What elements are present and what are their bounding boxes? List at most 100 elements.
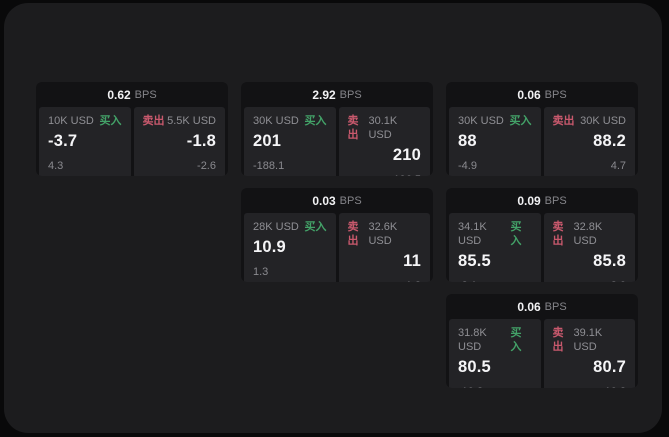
sell-delta: -2.6 xyxy=(197,160,216,172)
buy-tag: 买入 xyxy=(510,221,522,247)
card-body: 30K USD 买入 88 -4.9 卖出 30K USD 88.2 4.7 xyxy=(446,107,638,176)
bps-unit-label: BPS xyxy=(339,88,362,101)
buy-delta: -3.1 xyxy=(458,279,532,282)
buy-amount: 30K USD xyxy=(458,115,504,127)
sell-cell-top: 卖出 32.8K USD xyxy=(553,220,627,248)
card-body: 30K USD 买入 201 -188.1 卖出 30.1K USD 210 1… xyxy=(241,107,433,176)
buy-amount: 30K USD xyxy=(253,115,299,127)
buy-delta: -4.9 xyxy=(458,160,477,172)
card-body: 10K USD 买入 -3.7 4.3 卖出 5.5K USD -1.8 -2.… xyxy=(36,107,228,176)
quote-card: 0.62 BPS 10K USD 买入 -3.7 4.3 卖出 5.5K USD… xyxy=(36,82,228,176)
quote-card: 0.06 BPS 31.8K USD 买入 80.5 -10.8 卖出 39.1… xyxy=(446,294,638,388)
sell-cell[interactable]: 卖出 32.6K USD 11 -1.8 xyxy=(338,213,430,282)
buy-cell-top: 28K USD 买入 xyxy=(253,220,327,234)
card-header: 0.03 BPS xyxy=(241,188,433,213)
sell-amount: 30K USD xyxy=(580,115,626,127)
buy-cell-top: 10K USD 买入 xyxy=(48,114,122,128)
card-header: 0.06 BPS xyxy=(446,294,638,319)
buy-price: 88 xyxy=(458,132,477,150)
buy-tag: 买入 xyxy=(510,327,522,353)
sell-delta: 3.0 xyxy=(553,279,626,282)
bps-unit-label: BPS xyxy=(339,194,362,207)
app-window: 0.62 BPS 10K USD 买入 -3.7 4.3 卖出 5.5K USD… xyxy=(4,3,662,433)
buy-price: 201 xyxy=(253,132,282,150)
buy-cell-top: 34.1K USD 买入 xyxy=(458,220,532,248)
buy-cell[interactable]: 28K USD 买入 10.9 1.3 xyxy=(244,213,336,282)
sell-amount: 30.1K USD xyxy=(368,115,398,141)
sell-cell[interactable]: 卖出 30K USD 88.2 4.7 xyxy=(543,107,635,176)
sell-tag: 卖出 xyxy=(552,327,564,353)
buy-price: -3.7 xyxy=(48,132,78,150)
buy-delta: -188.1 xyxy=(253,160,285,172)
buy-cell[interactable]: 10K USD 买入 -3.7 4.3 xyxy=(39,107,131,176)
sell-delta: 4.7 xyxy=(610,160,626,172)
card-body: 34.1K USD 买入 85.5 -3.1 卖出 32.8K USD 85.8… xyxy=(446,213,638,282)
sell-cell[interactable]: 卖出 30.1K USD 210 196.5 xyxy=(338,107,430,176)
buy-delta: -10.8 xyxy=(458,385,532,388)
buy-amount: 34.1K USD xyxy=(458,221,487,247)
buy-cell[interactable]: 34.1K USD 买入 85.5 -3.1 xyxy=(449,213,541,282)
card-header: 0.62 BPS xyxy=(36,82,228,107)
sell-delta: 10.2 xyxy=(553,385,626,388)
bps-value: 0.06 xyxy=(517,87,541,102)
card-header: 2.92 BPS xyxy=(241,82,433,107)
bps-unit-label: BPS xyxy=(544,194,567,207)
sell-price: 85.8 xyxy=(593,252,626,270)
buy-tag: 买入 xyxy=(509,115,532,127)
sell-cell[interactable]: 卖出 32.8K USD 85.8 3.0 xyxy=(543,213,635,282)
sell-cell-top: 卖出 30.1K USD xyxy=(348,114,422,142)
card-header: 0.06 BPS xyxy=(446,82,638,107)
buy-cell[interactable]: 30K USD 买入 88 -4.9 xyxy=(449,107,541,176)
sell-cell-top: 卖出 32.6K USD xyxy=(348,220,422,248)
buy-cell[interactable]: 30K USD 买入 201 -188.1 xyxy=(244,107,336,176)
buy-cell-top: 30K USD 买入 xyxy=(458,114,532,128)
buy-tag: 买入 xyxy=(99,115,122,127)
quote-card: 2.92 BPS 30K USD 买入 201 -188.1 卖出 30.1K … xyxy=(241,82,433,176)
sell-tag: 卖出 xyxy=(552,221,564,247)
bps-value: 0.09 xyxy=(517,193,541,208)
buy-tag: 买入 xyxy=(304,221,327,233)
sell-cell-top: 卖出 5.5K USD xyxy=(143,114,217,128)
quote-card: 0.09 BPS 34.1K USD 买入 85.5 -3.1 卖出 32.8K… xyxy=(446,188,638,282)
buy-price: 85.5 xyxy=(458,252,491,270)
quote-card: 0.03 BPS 28K USD 买入 10.9 1.3 卖出 32.6K US… xyxy=(241,188,433,282)
card-body: 31.8K USD 买入 80.5 -10.8 卖出 39.1K USD 80.… xyxy=(446,319,638,388)
buy-cell-top: 30K USD 买入 xyxy=(253,114,327,128)
sell-cell-top: 卖出 39.1K USD xyxy=(553,326,627,354)
buy-price: 80.5 xyxy=(458,358,491,376)
buy-tag: 买入 xyxy=(304,115,327,127)
sell-price: 80.7 xyxy=(593,358,626,376)
buy-delta: 1.3 xyxy=(253,266,269,278)
sell-delta: -1.8 xyxy=(348,279,421,282)
sell-cell[interactable]: 卖出 5.5K USD -1.8 -2.6 xyxy=(133,107,225,176)
buy-delta: 4.3 xyxy=(48,160,64,172)
bps-unit-label: BPS xyxy=(544,88,567,101)
sell-cell-top: 卖出 30K USD xyxy=(553,114,627,128)
bps-value: 0.62 xyxy=(107,87,131,102)
sell-tag: 卖出 xyxy=(347,115,359,141)
buy-amount: 31.8K USD xyxy=(458,327,487,353)
sell-price: 88.2 xyxy=(593,132,626,150)
buy-amount: 28K USD xyxy=(253,221,299,233)
sell-tag: 卖出 xyxy=(552,115,575,127)
card-body: 28K USD 买入 10.9 1.3 卖出 32.6K USD 11 -1.8 xyxy=(241,213,433,282)
sell-cell[interactable]: 卖出 39.1K USD 80.7 10.2 xyxy=(543,319,635,388)
sell-amount: 5.5K USD xyxy=(167,115,216,127)
bps-unit-label: BPS xyxy=(134,88,157,101)
bps-unit-label: BPS xyxy=(544,300,567,313)
sell-tag: 卖出 xyxy=(142,115,165,127)
card-header: 0.09 BPS xyxy=(446,188,638,213)
sell-price: 11 xyxy=(403,252,421,270)
sell-tag: 卖出 xyxy=(347,221,359,247)
sell-delta: 196.5 xyxy=(348,173,421,176)
bps-value: 2.92 xyxy=(312,87,336,102)
cards-grid: 0.62 BPS 10K USD 买入 -3.7 4.3 卖出 5.5K USD… xyxy=(36,82,638,388)
buy-cell[interactable]: 31.8K USD 买入 80.5 -10.8 xyxy=(449,319,541,388)
sell-price: -1.8 xyxy=(186,132,216,150)
bps-value: 0.06 xyxy=(517,299,541,314)
bps-value: 0.03 xyxy=(312,193,336,208)
sell-price: 210 xyxy=(392,146,421,164)
buy-cell-top: 31.8K USD 买入 xyxy=(458,326,532,354)
sell-amount: 32.8K USD xyxy=(573,221,603,247)
quote-card: 0.06 BPS 30K USD 买入 88 -4.9 卖出 30K USD 8… xyxy=(446,82,638,176)
